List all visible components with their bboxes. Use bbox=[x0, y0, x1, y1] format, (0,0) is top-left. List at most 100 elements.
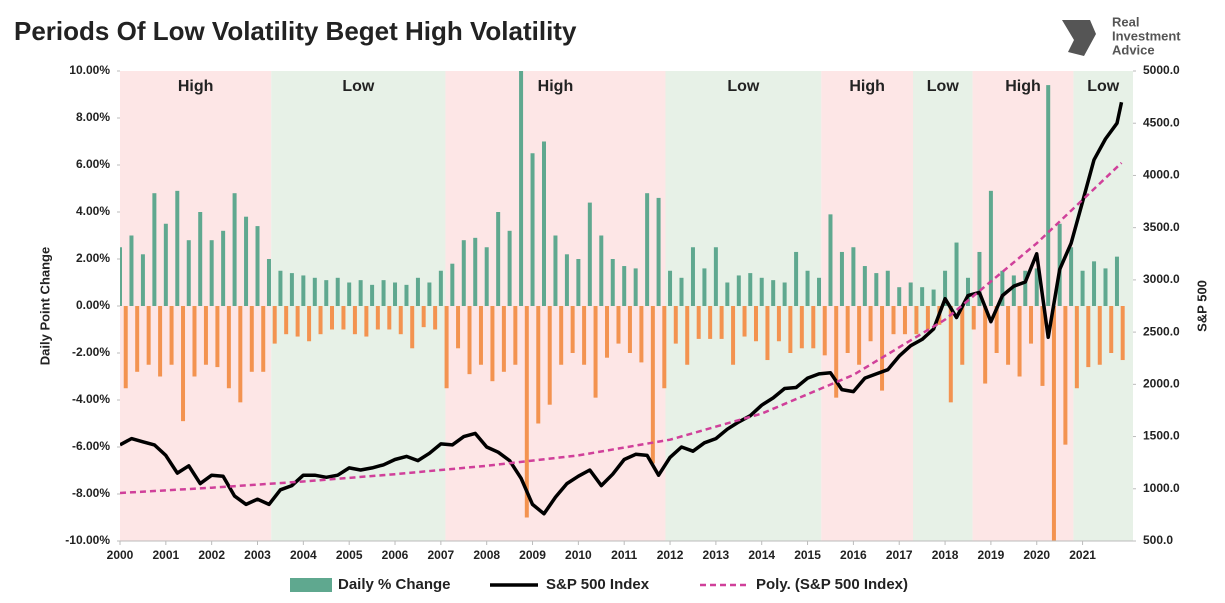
legend-swatch bbox=[290, 578, 332, 592]
region-label: Low bbox=[1087, 78, 1120, 95]
y-tick-label: -2.00% bbox=[72, 345, 110, 359]
bar bbox=[748, 273, 753, 306]
bar bbox=[1092, 261, 1097, 306]
bar bbox=[232, 193, 237, 306]
trend-line bbox=[120, 161, 1123, 495]
bar bbox=[616, 306, 621, 344]
bar bbox=[347, 282, 352, 306]
bar bbox=[473, 237, 478, 306]
legend-label: Daily % Change bbox=[338, 576, 451, 593]
bar bbox=[605, 306, 610, 358]
bar bbox=[387, 306, 392, 330]
bar bbox=[931, 289, 936, 306]
bar bbox=[135, 306, 140, 372]
bar bbox=[673, 306, 678, 344]
x-tick-label: 2002 bbox=[198, 548, 225, 562]
y2-tick-label: 2500.0 bbox=[1143, 324, 1180, 338]
bar bbox=[834, 306, 839, 398]
region-label: Low bbox=[342, 78, 375, 95]
bar bbox=[1063, 306, 1068, 445]
x-tick-label: 2008 bbox=[473, 548, 500, 562]
bar bbox=[301, 275, 306, 306]
bar bbox=[868, 306, 873, 342]
bar bbox=[123, 306, 128, 389]
bar bbox=[467, 306, 472, 375]
y-tick-label: -8.00% bbox=[72, 486, 110, 500]
bar bbox=[817, 277, 822, 306]
bar bbox=[433, 306, 438, 330]
bar bbox=[925, 306, 930, 330]
bar bbox=[822, 306, 827, 356]
bar bbox=[1006, 306, 1011, 365]
x-tick-label: 2001 bbox=[152, 548, 179, 562]
bar bbox=[513, 306, 518, 365]
x-tick-label: 2000 bbox=[107, 548, 134, 562]
bar bbox=[902, 306, 907, 335]
bar bbox=[983, 306, 988, 384]
bar bbox=[828, 214, 833, 306]
x-tick-label: 2016 bbox=[840, 548, 867, 562]
bar bbox=[140, 254, 145, 306]
y2-tick-label: 1500.0 bbox=[1143, 429, 1180, 443]
bar bbox=[977, 251, 982, 306]
bar bbox=[736, 275, 741, 306]
bar bbox=[244, 216, 249, 306]
bar bbox=[415, 277, 420, 306]
lines bbox=[120, 101, 1124, 516]
bar bbox=[1109, 306, 1114, 353]
y2-tick-label: 3500.0 bbox=[1143, 220, 1180, 234]
x-tick-label: 2014 bbox=[748, 548, 775, 562]
bar bbox=[524, 306, 529, 518]
bar bbox=[633, 268, 638, 306]
bar bbox=[759, 277, 764, 306]
bar bbox=[278, 270, 283, 306]
bar bbox=[874, 273, 879, 306]
bar bbox=[765, 306, 770, 361]
bar bbox=[1074, 306, 1079, 389]
bar bbox=[805, 270, 810, 306]
y-tick-label: 4.00% bbox=[76, 204, 110, 218]
bar bbox=[438, 270, 443, 306]
y-tick-label: 8.00% bbox=[76, 110, 110, 124]
bar bbox=[295, 306, 300, 337]
bar bbox=[530, 153, 535, 306]
bar bbox=[668, 270, 673, 306]
bar bbox=[1051, 306, 1056, 541]
bar bbox=[352, 306, 357, 335]
y-tick-label: -10.00% bbox=[65, 533, 110, 547]
bar bbox=[1080, 270, 1085, 306]
bar bbox=[456, 306, 461, 349]
bar bbox=[753, 306, 758, 342]
region-label: Low bbox=[727, 78, 760, 95]
bar bbox=[1000, 270, 1005, 306]
x-tick-label: 2006 bbox=[382, 548, 409, 562]
x-tick-label: 2015 bbox=[794, 548, 821, 562]
bar bbox=[364, 306, 369, 337]
bar bbox=[146, 306, 151, 365]
bar bbox=[393, 282, 398, 306]
x-tick-label: 2009 bbox=[519, 548, 546, 562]
bar bbox=[811, 306, 816, 349]
bar bbox=[501, 306, 506, 372]
x-tick-label: 2020 bbox=[1023, 548, 1050, 562]
bar bbox=[965, 277, 970, 306]
bar bbox=[685, 306, 690, 365]
y-tick-label: 6.00% bbox=[76, 157, 110, 171]
bar bbox=[547, 306, 552, 405]
bar bbox=[1029, 306, 1034, 344]
x-tick-label: 2021 bbox=[1069, 548, 1096, 562]
bar bbox=[1017, 306, 1022, 377]
region-label: High bbox=[849, 78, 885, 95]
bar bbox=[249, 306, 254, 372]
bar bbox=[266, 259, 271, 306]
legend-label: Poly. (S&P 500 Index) bbox=[756, 576, 908, 593]
bar bbox=[719, 306, 724, 339]
bar bbox=[410, 306, 415, 349]
bar bbox=[943, 270, 948, 306]
bar bbox=[587, 202, 592, 306]
logo-text: Investment bbox=[1112, 28, 1181, 43]
bar bbox=[702, 268, 707, 306]
bar bbox=[1023, 270, 1028, 306]
bar bbox=[885, 270, 890, 306]
